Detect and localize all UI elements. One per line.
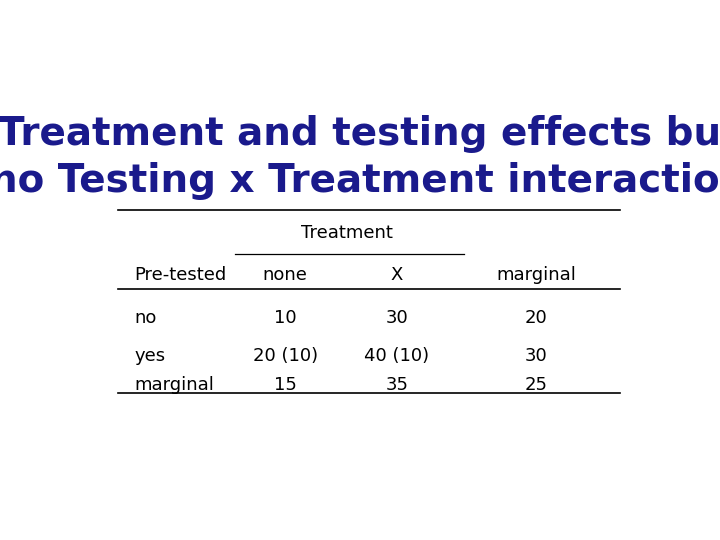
Text: marginal: marginal <box>135 376 215 394</box>
Text: no: no <box>135 309 157 327</box>
Text: 30: 30 <box>385 309 408 327</box>
Text: 30: 30 <box>525 347 548 365</box>
Text: Pre-tested: Pre-tested <box>135 266 227 284</box>
Text: 25: 25 <box>525 376 548 394</box>
Text: Treatment: Treatment <box>301 224 392 242</box>
Text: 20 (10): 20 (10) <box>253 347 318 365</box>
Text: X: X <box>391 266 403 284</box>
Text: marginal: marginal <box>497 266 576 284</box>
Text: none: none <box>263 266 307 284</box>
Text: yes: yes <box>135 347 166 365</box>
Text: 15: 15 <box>274 376 297 394</box>
Text: 10: 10 <box>274 309 297 327</box>
Text: Treatment and testing effects but
no Testing x Treatment interaction: Treatment and testing effects but no Tes… <box>0 114 720 200</box>
Text: 35: 35 <box>385 376 408 394</box>
Text: 20: 20 <box>525 309 548 327</box>
Text: 40 (10): 40 (10) <box>364 347 429 365</box>
